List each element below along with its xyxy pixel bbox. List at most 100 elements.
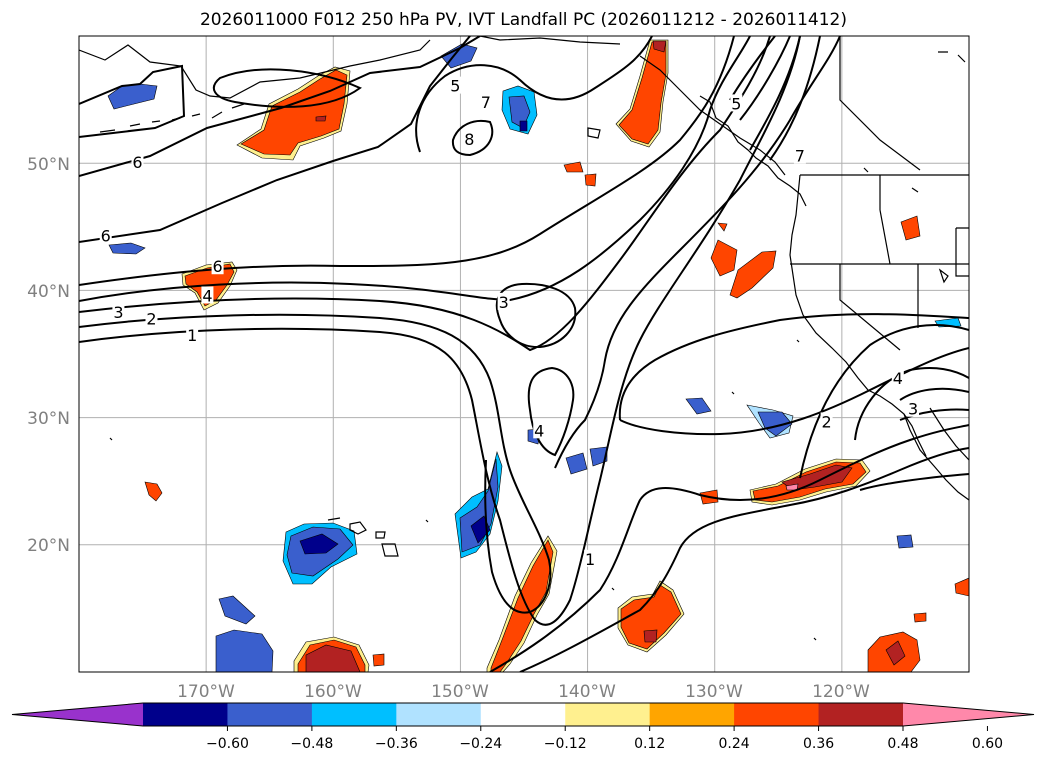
pv-pos-anomaly xyxy=(900,215,921,241)
pv-pos-anomaly xyxy=(372,653,385,667)
latitude-labels: 50°N 40°N 30°N 20°N xyxy=(27,155,70,556)
lon-label-130w: 130°W xyxy=(685,682,743,702)
contour-label-bg xyxy=(112,303,125,321)
lon-label-170w: 170°W xyxy=(177,682,235,702)
contour-label-bg xyxy=(533,421,546,439)
ivt-contours xyxy=(79,36,969,672)
colorbar-segment xyxy=(480,703,566,726)
contour-line xyxy=(739,36,791,121)
contour-line xyxy=(769,36,821,161)
contour-line xyxy=(619,347,969,436)
contour-line xyxy=(79,36,735,286)
contour-label: 8 xyxy=(464,130,474,149)
contour-label: 7 xyxy=(481,93,491,112)
contour-line xyxy=(79,36,481,177)
pv-pos-anomaly xyxy=(643,629,658,643)
contour-label: 3 xyxy=(908,400,918,419)
contour-label-bg xyxy=(186,325,199,343)
pv-pos-anomaly xyxy=(885,640,906,666)
contour-label: 4 xyxy=(202,286,212,305)
map-title: 2026011000 F012 250 hPa PV, IVT Landfall… xyxy=(199,10,847,30)
contour-label-bg xyxy=(211,257,224,275)
contour-line xyxy=(79,313,552,614)
contour-label: 4 xyxy=(534,421,544,440)
colorbar-tick-label: 0.48 xyxy=(887,736,918,752)
contour-line xyxy=(79,36,801,626)
pv-pos-anomaly xyxy=(240,69,348,156)
map-border xyxy=(78,35,970,673)
contour-label-bg xyxy=(145,309,158,327)
lat-label-50: 50°N xyxy=(27,155,70,175)
canada-inner-border xyxy=(839,36,921,171)
contour-line xyxy=(618,313,969,421)
contour-line xyxy=(451,120,494,157)
contour-label-bg xyxy=(730,94,743,112)
contour-label: 5 xyxy=(450,77,460,96)
contour-label-bg xyxy=(201,286,214,304)
lon-label-140w: 140°W xyxy=(558,682,616,702)
pv-pos-anomaly xyxy=(305,644,361,672)
colorbar-tick-label: −0.24 xyxy=(459,736,502,752)
baja-california xyxy=(903,413,969,501)
canada-coast xyxy=(699,95,807,207)
pv-neg-anomaly xyxy=(519,120,528,132)
contour-label-bg xyxy=(131,152,144,170)
contour-label: 1 xyxy=(585,550,595,569)
alaska-gulf-coast xyxy=(479,36,786,176)
pv-pos-anomaly xyxy=(315,115,327,122)
contour-line xyxy=(729,36,776,101)
colorbar-tick-label: 0.36 xyxy=(803,736,834,752)
pv-pos-anomaly xyxy=(144,481,163,502)
colorbar-tick-label: −0.12 xyxy=(544,736,587,752)
pv-neg-anomaly xyxy=(896,534,914,549)
contour-label-bg xyxy=(449,76,462,94)
contour-line xyxy=(554,36,841,469)
colorbar-tick-label: −0.48 xyxy=(290,736,333,752)
pv-neg-anomaly xyxy=(215,629,274,672)
lat-label-20: 20°N xyxy=(27,536,70,556)
contour-label-bg xyxy=(99,226,112,244)
contour-line xyxy=(415,36,653,153)
contour-label: 6 xyxy=(101,227,111,246)
pv-pos-anomaly xyxy=(563,161,584,173)
colorbar-segment xyxy=(734,703,820,726)
contour-label: 6 xyxy=(212,257,222,276)
pv-neg-anomaly xyxy=(757,411,793,437)
colorbar-segment xyxy=(311,703,397,726)
contour-label-bg xyxy=(793,146,806,164)
contour-line xyxy=(519,447,969,672)
pv-neg-anomaly xyxy=(299,533,339,555)
small-islands xyxy=(109,51,966,641)
pv-pos-anomaly xyxy=(954,577,969,597)
colorbar-segment xyxy=(818,703,904,726)
colorbar-segment xyxy=(565,703,651,726)
contour-line xyxy=(527,366,575,457)
contour-label-bg xyxy=(463,130,476,148)
contour-line xyxy=(79,64,186,138)
contour-label-bg xyxy=(820,412,833,430)
contour-line xyxy=(899,387,969,401)
contour-label-bg xyxy=(907,399,920,417)
colorbar-tick-label: 0.12 xyxy=(634,736,665,752)
pv-pos-anomaly xyxy=(717,222,728,232)
pv-pos-anomaly xyxy=(729,250,777,299)
colorbar: −0.60 −0.48 −0.36 −0.24 −0.12 0.12 0.24 0.36 0.4… xyxy=(11,702,1035,752)
lon-label-150w: 150°W xyxy=(431,682,489,702)
pv-pos-anomaly xyxy=(618,41,667,145)
pv-neg-anomaly xyxy=(685,397,712,415)
contour-line xyxy=(859,473,969,491)
lon-label-120w: 120°W xyxy=(812,682,870,702)
pv-pos-anomaly xyxy=(490,539,554,672)
contour-label-bg xyxy=(891,369,904,387)
pv-pos-anomaly xyxy=(620,584,682,650)
gulf-california xyxy=(929,407,969,461)
colorbar-tick-label: −0.60 xyxy=(206,736,249,752)
contour-line xyxy=(489,424,969,672)
colorbar-segment xyxy=(143,703,228,726)
contour-line xyxy=(79,36,751,302)
colorbar-segment xyxy=(227,703,313,726)
contour-line xyxy=(749,36,801,151)
